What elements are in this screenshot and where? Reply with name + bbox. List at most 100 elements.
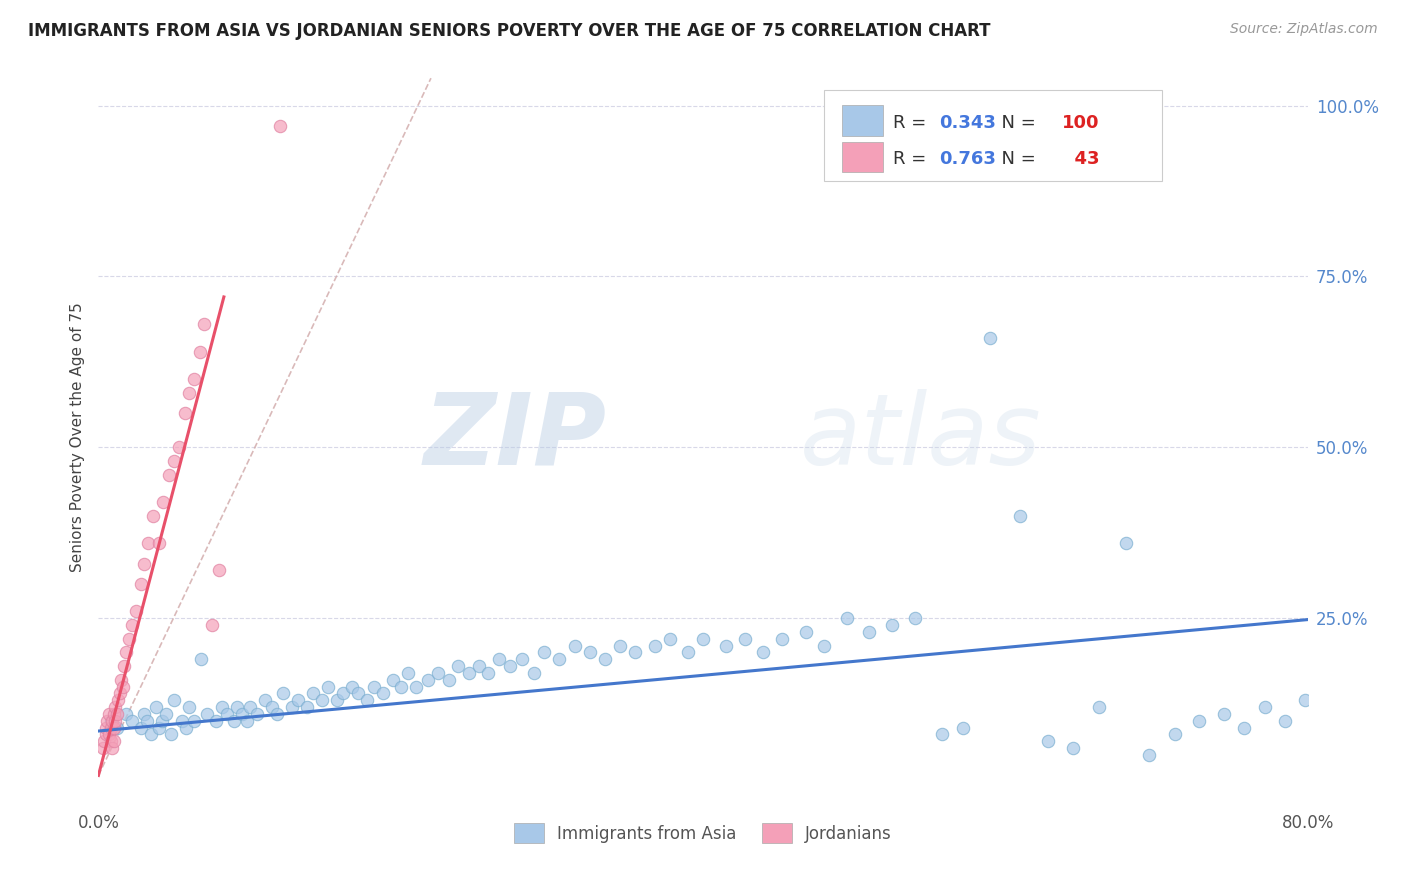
Text: 100: 100: [1062, 113, 1099, 131]
Point: [281, 700, 304, 714]
Point: [624, 645, 647, 659]
Point: [155, 706, 177, 721]
Point: [1137, 747, 1160, 762]
Point: [100, 734, 122, 748]
Point: [1312, 727, 1334, 741]
Point: [477, 665, 499, 680]
Point: [205, 714, 228, 728]
Point: [880, 618, 903, 632]
Point: [714, 639, 737, 653]
Point: [188, 344, 211, 359]
Point: [173, 406, 195, 420]
Point: [416, 673, 439, 687]
Point: [457, 665, 479, 680]
Point: [94, 721, 117, 735]
Point: [93, 734, 115, 748]
Point: [548, 652, 571, 666]
Point: [813, 639, 835, 653]
Point: [103, 734, 125, 748]
Point: [150, 714, 173, 728]
Point: [468, 659, 491, 673]
Point: [215, 706, 238, 721]
FancyBboxPatch shape: [842, 105, 883, 136]
Point: [148, 721, 170, 735]
Text: 43: 43: [1062, 150, 1099, 168]
Point: [564, 639, 586, 653]
Point: [107, 693, 129, 707]
Legend: Immigrants from Asia, Jordanians: Immigrants from Asia, Jordanians: [508, 817, 898, 849]
Point: [1274, 714, 1296, 728]
Text: Source: ZipAtlas.com: Source: ZipAtlas.com: [1230, 22, 1378, 37]
Point: [835, 611, 858, 625]
Point: [103, 721, 125, 735]
Point: [91, 741, 114, 756]
FancyBboxPatch shape: [824, 90, 1163, 181]
Point: [246, 706, 269, 721]
Point: [794, 624, 817, 639]
Text: 0.343: 0.343: [939, 113, 995, 131]
Point: [1010, 508, 1032, 523]
Point: [1115, 536, 1137, 550]
Point: [1327, 706, 1350, 721]
Point: [129, 577, 152, 591]
Point: [163, 454, 186, 468]
Point: [125, 604, 148, 618]
Point: [427, 665, 450, 680]
Point: [578, 645, 600, 659]
Point: [132, 706, 155, 721]
Point: [142, 508, 165, 523]
Point: [658, 632, 681, 646]
Point: [1088, 700, 1111, 714]
Point: [1254, 700, 1277, 714]
Point: [295, 700, 318, 714]
Point: [858, 624, 880, 639]
Point: [136, 536, 159, 550]
Point: [269, 119, 291, 133]
Point: [114, 706, 136, 721]
Point: [100, 721, 122, 735]
Point: [98, 727, 121, 741]
Point: [201, 618, 224, 632]
Point: [190, 652, 212, 666]
Point: [1233, 721, 1256, 735]
Point: [179, 700, 201, 714]
Point: [332, 686, 354, 700]
Point: [1163, 727, 1185, 741]
Point: [326, 693, 349, 707]
Point: [141, 727, 163, 741]
Point: [316, 680, 339, 694]
Point: [931, 727, 953, 741]
Point: [224, 714, 246, 728]
Point: [105, 706, 128, 721]
Point: [342, 680, 364, 694]
Point: [231, 706, 253, 721]
Point: [135, 714, 157, 728]
Point: [132, 557, 155, 571]
Point: [347, 686, 370, 700]
Point: [356, 693, 378, 707]
Point: [159, 467, 181, 482]
Point: [609, 639, 631, 653]
Point: [271, 686, 294, 700]
Point: [152, 495, 174, 509]
Point: [676, 645, 699, 659]
Text: N =: N =: [990, 113, 1040, 131]
Point: [752, 645, 775, 659]
FancyBboxPatch shape: [842, 142, 883, 172]
Point: [239, 700, 262, 714]
Point: [160, 727, 183, 741]
Point: [193, 318, 215, 332]
Point: [105, 721, 128, 735]
Point: [104, 700, 127, 714]
Text: IMMIGRANTS FROM ASIA VS JORDANIAN SENIORS POVERTY OVER THE AGE OF 75 CORRELATION: IMMIGRANTS FROM ASIA VS JORDANIAN SENIOR…: [28, 22, 991, 40]
Point: [523, 665, 546, 680]
Point: [183, 372, 205, 386]
Point: [148, 536, 170, 550]
Point: [163, 693, 186, 707]
Point: [363, 680, 385, 694]
Point: [1036, 734, 1059, 748]
Point: [904, 611, 927, 625]
Point: [101, 714, 124, 728]
Point: [211, 700, 233, 714]
Point: [488, 652, 510, 666]
